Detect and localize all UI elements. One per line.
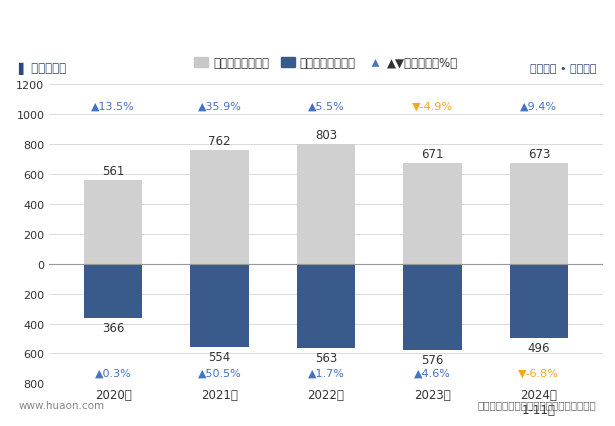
Text: 专业严谨 • 客观科学: 专业严谨 • 客观科学: [530, 64, 597, 74]
Legend: 出口额（亿美元）, 进口额（亿美元）, ▲▼同比增长（%）: 出口额（亿美元）, 进口额（亿美元）, ▲▼同比增长（%）: [189, 52, 462, 75]
Text: ▲9.4%: ▲9.4%: [520, 101, 557, 111]
Text: 673: 673: [528, 148, 550, 161]
Text: ▼-4.9%: ▼-4.9%: [412, 101, 453, 111]
Text: ▲13.5%: ▲13.5%: [91, 101, 135, 111]
Bar: [403, 164, 462, 264]
Bar: [190, 150, 249, 264]
Bar: [510, 264, 568, 338]
Bar: [296, 144, 355, 264]
Text: www.huaon.com: www.huaon.com: [18, 400, 105, 410]
Text: 671: 671: [421, 148, 443, 161]
Bar: [296, 264, 355, 348]
Text: ▌ 华经情报网: ▌ 华经情报网: [18, 62, 66, 75]
Text: ▲50.5%: ▲50.5%: [197, 368, 241, 378]
Text: 2020-2024年11月青岛市商品收发货人所在地进、出口额: 2020-2024年11月青岛市商品收发货人所在地进、出口额: [132, 24, 483, 43]
Bar: [190, 264, 249, 347]
Bar: [84, 181, 142, 264]
Text: ▲1.7%: ▲1.7%: [308, 368, 344, 378]
Text: 563: 563: [315, 351, 337, 364]
Text: 561: 561: [102, 164, 124, 178]
Bar: [84, 264, 142, 319]
Text: ▲4.6%: ▲4.6%: [414, 368, 451, 378]
Text: 762: 762: [208, 135, 231, 147]
Text: 576: 576: [421, 353, 443, 366]
Text: ▼-6.8%: ▼-6.8%: [518, 368, 559, 378]
Text: ▲5.5%: ▲5.5%: [308, 101, 344, 111]
Text: ▲35.9%: ▲35.9%: [197, 101, 242, 111]
Text: 数据来源：中国海关，华经产业研究院整理: 数据来源：中国海关，华经产业研究院整理: [478, 400, 597, 410]
Text: ▲0.3%: ▲0.3%: [95, 368, 132, 378]
Text: 803: 803: [315, 129, 337, 141]
Bar: [510, 164, 568, 264]
Text: 554: 554: [208, 350, 231, 363]
Text: 366: 366: [102, 322, 124, 335]
Text: 496: 496: [528, 341, 550, 354]
Bar: [403, 264, 462, 350]
